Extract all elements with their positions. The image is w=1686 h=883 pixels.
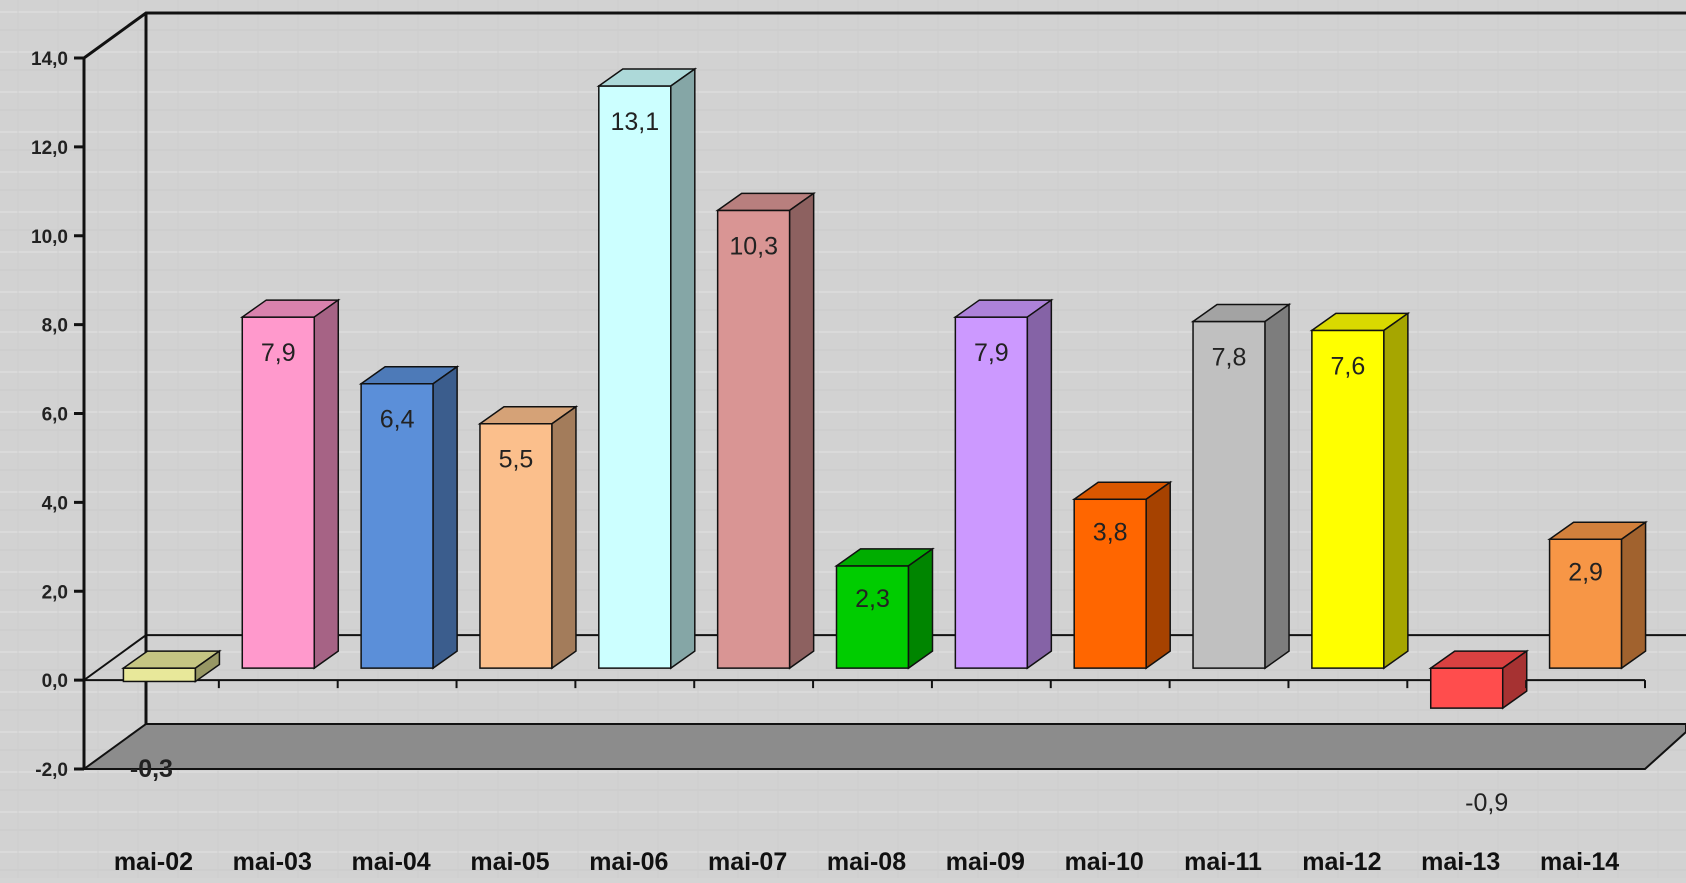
x-tick-label: mai-03 [233, 848, 312, 876]
bar-front [1192, 320, 1266, 669]
bar-front [122, 667, 197, 683]
value-label: 7,6 [1331, 352, 1366, 380]
bar-front [241, 316, 316, 669]
bar-mai-04 [358, 365, 460, 670]
bar-side [1383, 311, 1409, 670]
bar-front [598, 85, 672, 669]
bar-side [313, 298, 340, 670]
bar-mai-08 [834, 547, 935, 670]
value-label: 5,5 [499, 446, 534, 474]
value-label: 7,9 [974, 339, 1009, 367]
bar-mai-10 [1071, 480, 1173, 670]
x-tick-label: mai-13 [1421, 848, 1500, 876]
x-tick-label: mai-02 [114, 848, 193, 876]
x-tick-label: mai-07 [708, 848, 787, 876]
bar-side [907, 547, 934, 670]
x-tick-label: mai-14 [1540, 848, 1619, 876]
value-label: 6,4 [380, 406, 415, 434]
bar-side [1501, 649, 1528, 710]
bar-side [1145, 480, 1171, 670]
bar-mai-07 [715, 191, 817, 670]
bar-side [788, 191, 815, 670]
bar-side [1620, 520, 1647, 670]
bar-mai-06 [596, 67, 698, 670]
value-label: 13,1 [610, 108, 659, 136]
bar-mai-09 [952, 298, 1054, 670]
y-tick-label: 12,0 [31, 138, 68, 159]
x-tick-label: mai-11 [1184, 848, 1262, 876]
x-tick-label: mai-09 [946, 848, 1025, 876]
bar-side [194, 649, 221, 683]
bar-front [1073, 498, 1147, 669]
bar-front [835, 565, 910, 669]
bar-front [1429, 667, 1504, 709]
value-label: 2,9 [1568, 558, 1603, 586]
bar-front [1311, 329, 1385, 669]
bar-side [670, 67, 696, 670]
bar-side [551, 405, 577, 670]
bar-front [716, 209, 791, 669]
bar-side [432, 365, 458, 670]
y-tick-label: 10,0 [31, 227, 68, 248]
x-tick-label: mai-06 [589, 848, 668, 876]
y-axis: -2,0 0,0 2,0 4,0 6,0 8,0 10,0 12,0 14,0 [31, 49, 84, 781]
bar-side [1026, 298, 1053, 670]
chart-floor [80, 723, 1686, 770]
bar-mai-12 [1309, 311, 1411, 670]
x-tick-label: mai-04 [352, 848, 431, 876]
y-tick-label: 4,0 [42, 493, 68, 514]
value-label: 3,8 [1093, 518, 1128, 546]
value-label: 10,3 [729, 232, 778, 260]
bars [121, 67, 1648, 710]
value-label: 7,8 [1212, 344, 1247, 372]
x-tick-label: mai-12 [1302, 848, 1381, 876]
bar-front [1548, 538, 1623, 669]
x-tick-label: mai-08 [827, 848, 906, 876]
value-label: -0,9 [1465, 789, 1508, 817]
bar-mai-13 [1428, 649, 1530, 710]
y-tick-label: 2,0 [42, 582, 68, 603]
value-label: -0,3 [130, 755, 173, 783]
bar-mai-02 [121, 649, 222, 683]
bar-mai-14 [1547, 520, 1648, 670]
x-axis: mai-02 mai-03 mai-04 mai-05 mai-06 mai-07 mai-… [114, 680, 1646, 876]
x-tick-label: mai-05 [470, 848, 549, 876]
x-tick-label: mai-10 [1065, 848, 1144, 876]
y-tick-label: 6,0 [42, 405, 68, 426]
y-tick-label: 8,0 [42, 316, 68, 337]
zero-plane-left-line [83, 634, 147, 681]
bar-side [1264, 303, 1290, 670]
y-tick-label: 0,0 [42, 671, 68, 692]
bar-front [954, 316, 1029, 669]
bar-mai-05 [477, 405, 579, 670]
bar-mai-11 [1190, 303, 1292, 670]
y-tick-label: -2,0 [35, 760, 68, 781]
value-labels: -0,3 7,9 6,4 5,5 13,1 10,3 2,3 7,9 3,8 7,8 7,6 -0,9… [130, 108, 1603, 817]
value-label: 2,3 [855, 585, 890, 613]
bar-mai-03 [239, 298, 341, 670]
bar-front [479, 422, 553, 669]
value-label: 7,9 [261, 339, 296, 367]
y-tick-label: 14,0 [31, 49, 68, 70]
